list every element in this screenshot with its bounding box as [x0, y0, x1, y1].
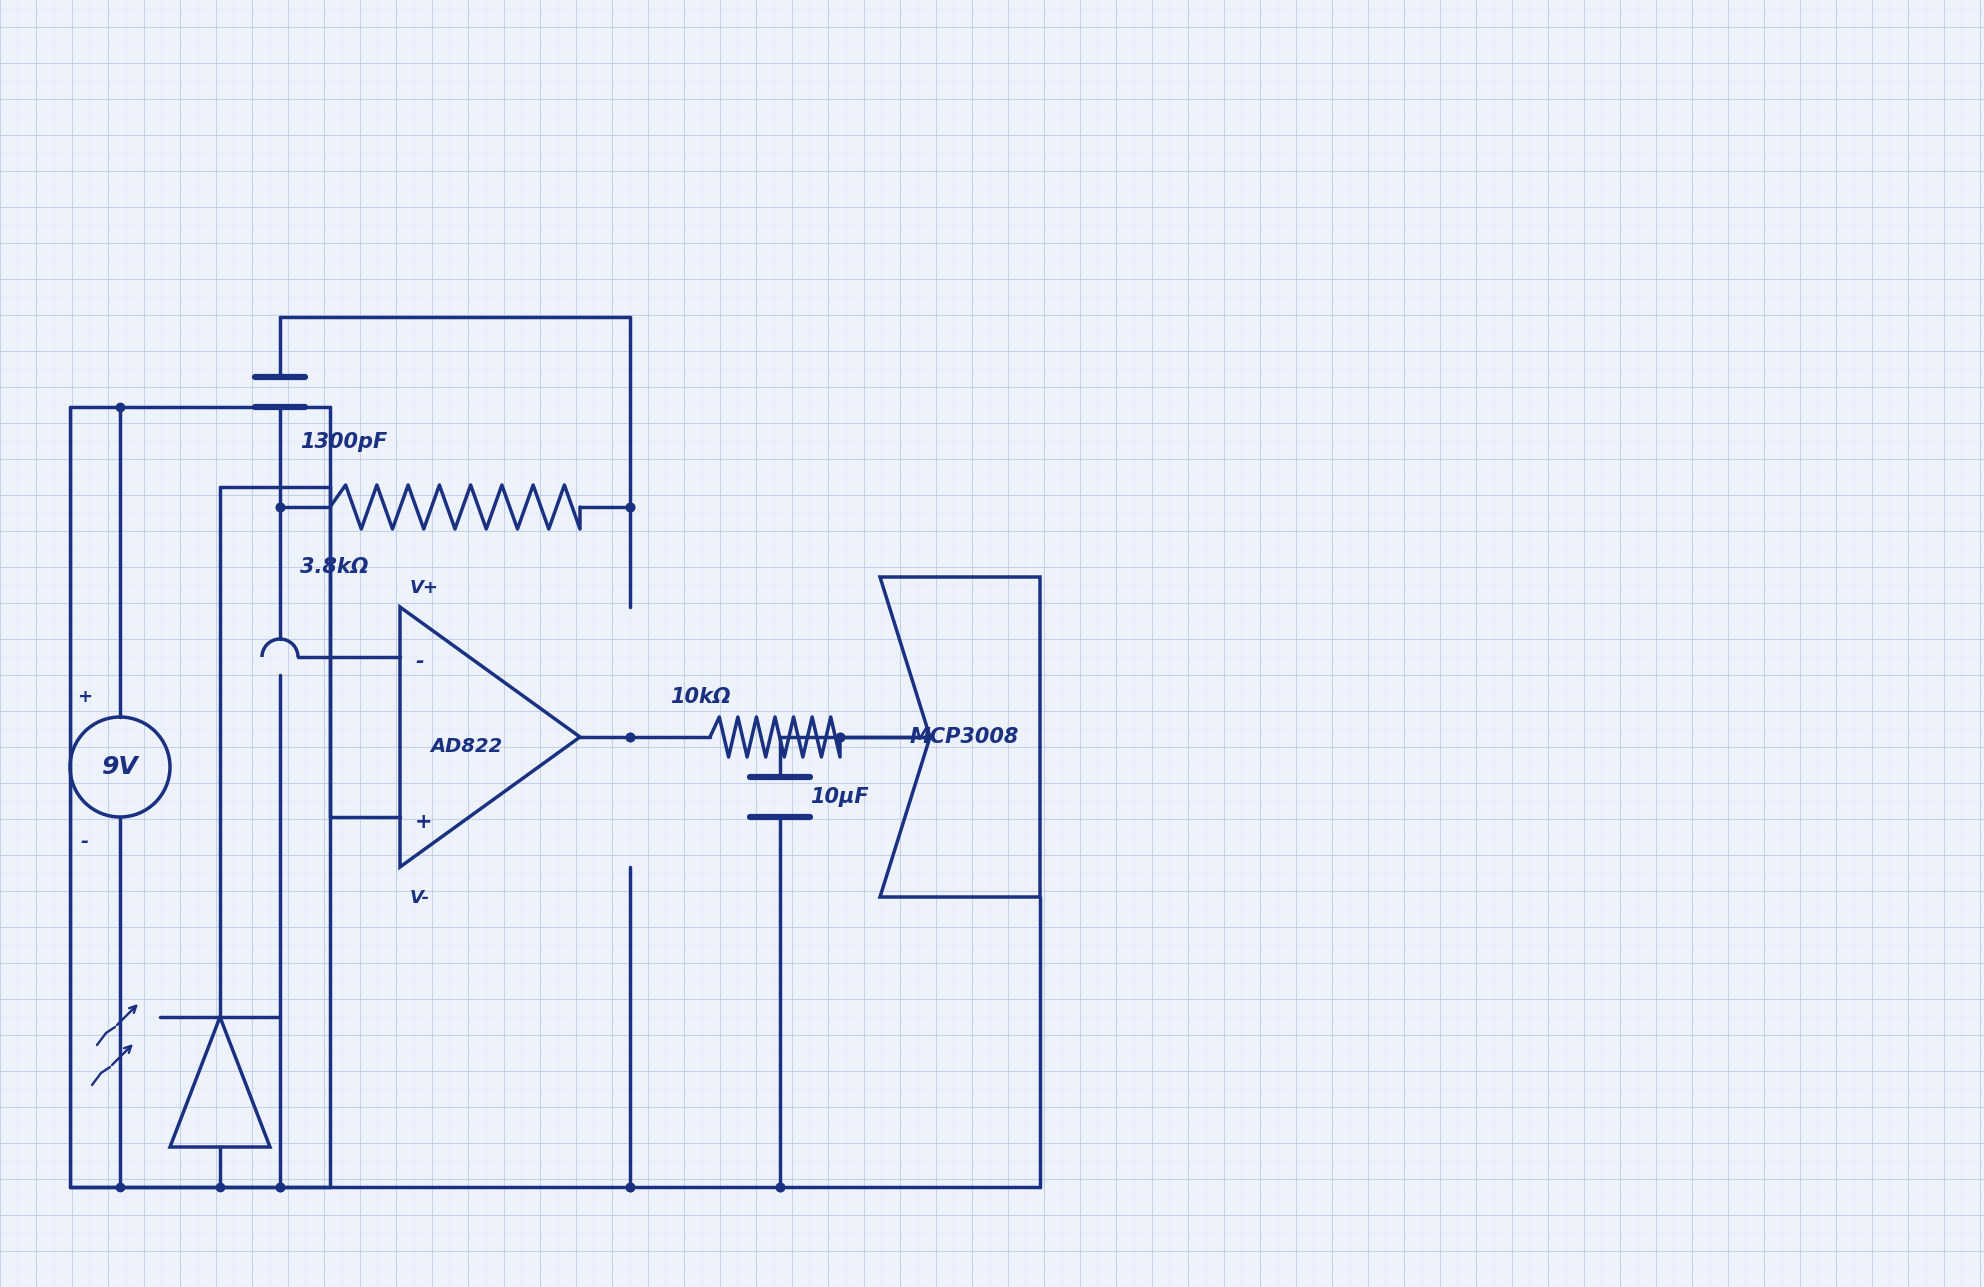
Text: 1300pF: 1300pF	[300, 432, 387, 452]
Text: V+: V+	[411, 579, 438, 597]
Text: MCP3008: MCP3008	[911, 727, 1020, 746]
Text: -: -	[415, 653, 425, 672]
Text: -: -	[81, 833, 89, 852]
Text: +: +	[415, 812, 433, 831]
Text: AD822: AD822	[431, 737, 502, 757]
Text: +: +	[77, 689, 93, 707]
Text: V-: V-	[411, 889, 431, 907]
Text: 9V: 9V	[101, 755, 139, 779]
Text: 10kΩ: 10kΩ	[671, 687, 730, 707]
Text: 10μF: 10μF	[809, 786, 869, 807]
Text: 3.8kΩ: 3.8kΩ	[300, 557, 369, 577]
